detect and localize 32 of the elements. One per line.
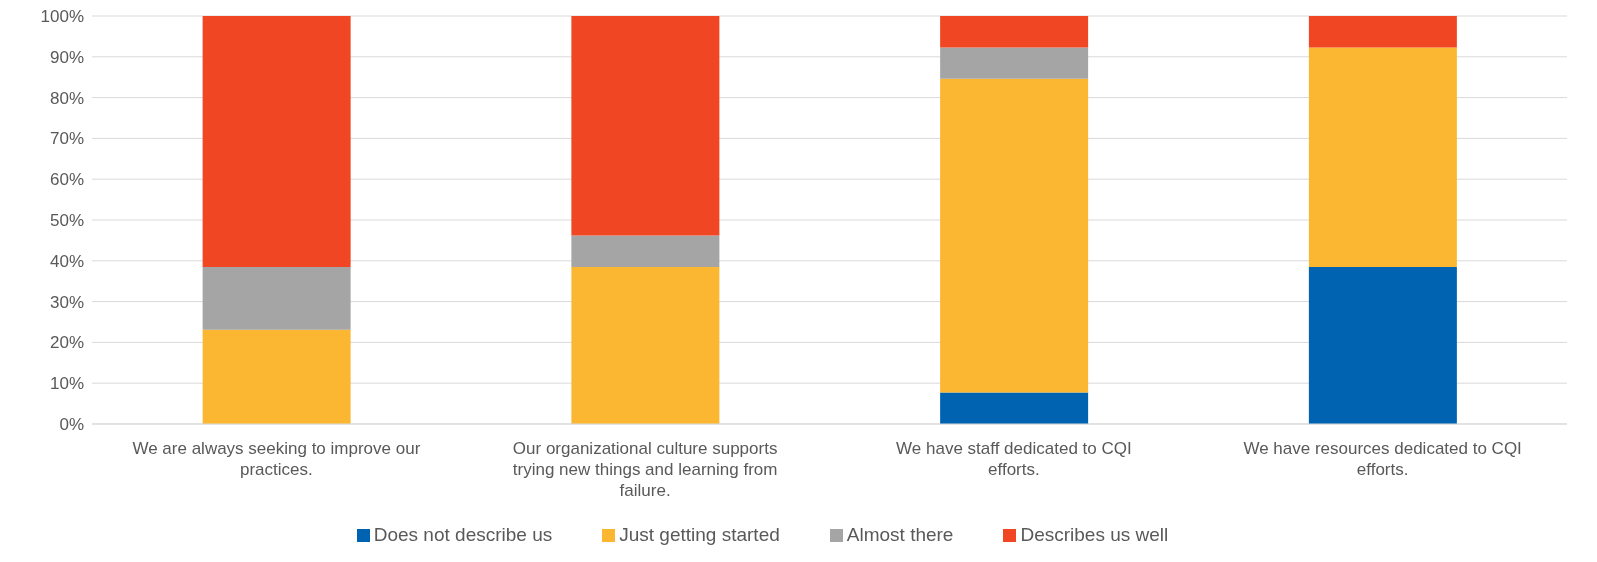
y-tick-label: 90% [49,47,84,67]
y-tick-label: 60% [49,170,84,190]
y-tick-label: 100% [40,7,84,27]
bar [202,16,351,267]
y-tick-label: 0% [59,415,84,435]
y-tick-label: 80% [49,88,84,108]
x-tick-label: Our organizational culture supports trying new things and learning from failure. [512,439,778,500]
bar [571,235,720,267]
bar [1308,16,1457,48]
legend-label: Does not describe us [373,524,553,545]
x-tick-label: We have resources dedicated to CQI efforts. [1243,439,1522,479]
y-tick-label: 50% [49,211,84,231]
legend-label: Almost there [846,524,954,545]
y-tick-label: 20% [49,333,84,353]
y-tick-label: 70% [49,129,84,149]
legend-label: Describes us well [1020,524,1169,545]
bar [571,266,720,424]
x-tick-label: We are always seeking to improve our practices. [132,439,421,479]
bar [202,329,351,424]
x-tick-label: We have staff dedicated to CQI efforts. [896,439,1132,479]
y-tick-label: 40% [49,251,84,271]
y-tick-label: 10% [49,374,84,394]
bar [202,266,351,330]
bar [940,16,1089,48]
bar [571,16,720,236]
bar [1308,47,1457,267]
y-tick-label: 30% [49,292,84,312]
bar [1308,266,1457,424]
bar [940,392,1089,424]
legend-label: Just getting started [619,524,780,545]
bar [940,47,1089,79]
bar [940,78,1089,393]
